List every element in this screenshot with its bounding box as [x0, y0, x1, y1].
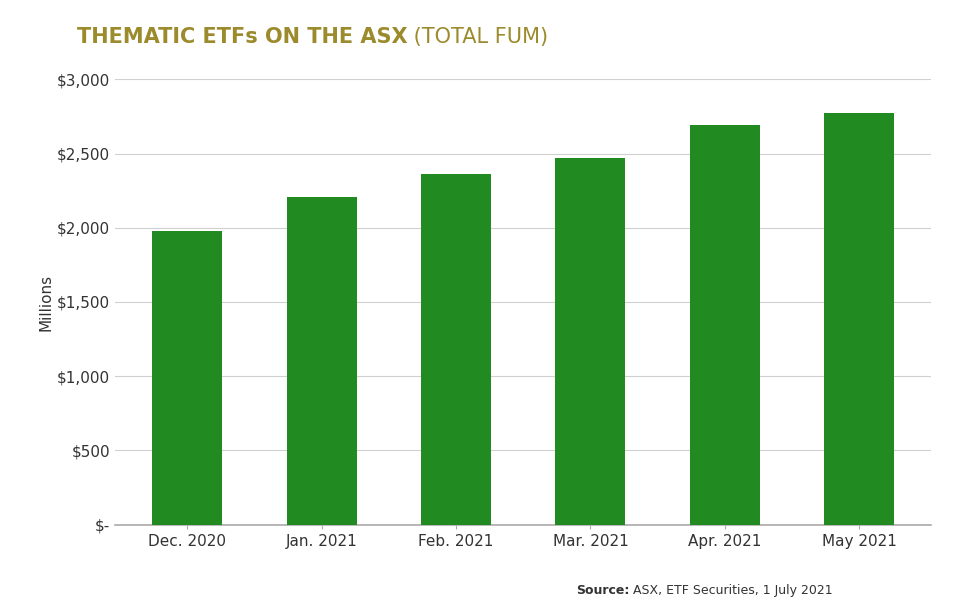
Text: ASX, ETF Securities, 1 July 2021: ASX, ETF Securities, 1 July 2021 [630, 584, 833, 597]
Bar [690, 124, 759, 525]
Bar [556, 158, 625, 525]
Text: Source:: Source: [576, 584, 630, 597]
Bar [287, 197, 356, 525]
Bar [421, 174, 491, 525]
Bar [153, 231, 222, 525]
Y-axis label: Millions: Millions [38, 273, 54, 331]
Bar [825, 113, 894, 525]
Text: (TOTAL FUM): (TOTAL FUM) [407, 27, 548, 48]
Text: THEMATIC ETFs ON THE ASX: THEMATIC ETFs ON THE ASX [77, 27, 407, 48]
